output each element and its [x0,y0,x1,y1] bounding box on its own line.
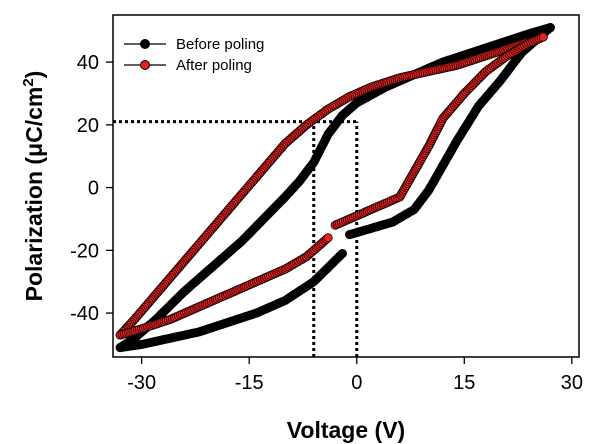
x-tick-label: -15 [235,372,264,394]
data-point [545,23,555,33]
y-tick-label: 40 [77,52,99,74]
y-tick-label: -20 [70,240,99,262]
x-tick-label: -30 [127,372,156,394]
y-axis-title-main: Polarization (μC/cm [21,87,47,302]
y-tick-label: 0 [88,178,99,200]
y-tick-label: -40 [70,303,99,325]
x-tick-label: 30 [561,372,583,394]
series-after-poling [115,32,548,340]
legend-marker-after [140,60,150,70]
y-axis-title-superscript: 2 [20,78,37,86]
x-tick-label: 0 [351,372,362,394]
data-point [323,233,333,243]
annotation-layer [113,120,359,357]
y-axis-title: Polarization (μC/cm2) [20,71,47,302]
legend-marker-before [140,39,150,49]
x-tick-label: 15 [453,372,475,394]
data-point [337,248,347,259]
series-layer [115,23,555,353]
axis-layer: -30 -15 0 15 30 -40 -20 0 20 40 [70,52,583,394]
legend: Before poling After poling [124,36,264,74]
y-tick-label: 20 [77,115,99,137]
y-axis-title-end: ) [21,71,47,79]
plot-frame [112,14,580,358]
x-axis-title: Voltage (V) [287,417,405,443]
data-point [538,32,548,42]
legend-label-before: Before poling [176,36,264,53]
legend-label-after: After poling [176,57,252,74]
